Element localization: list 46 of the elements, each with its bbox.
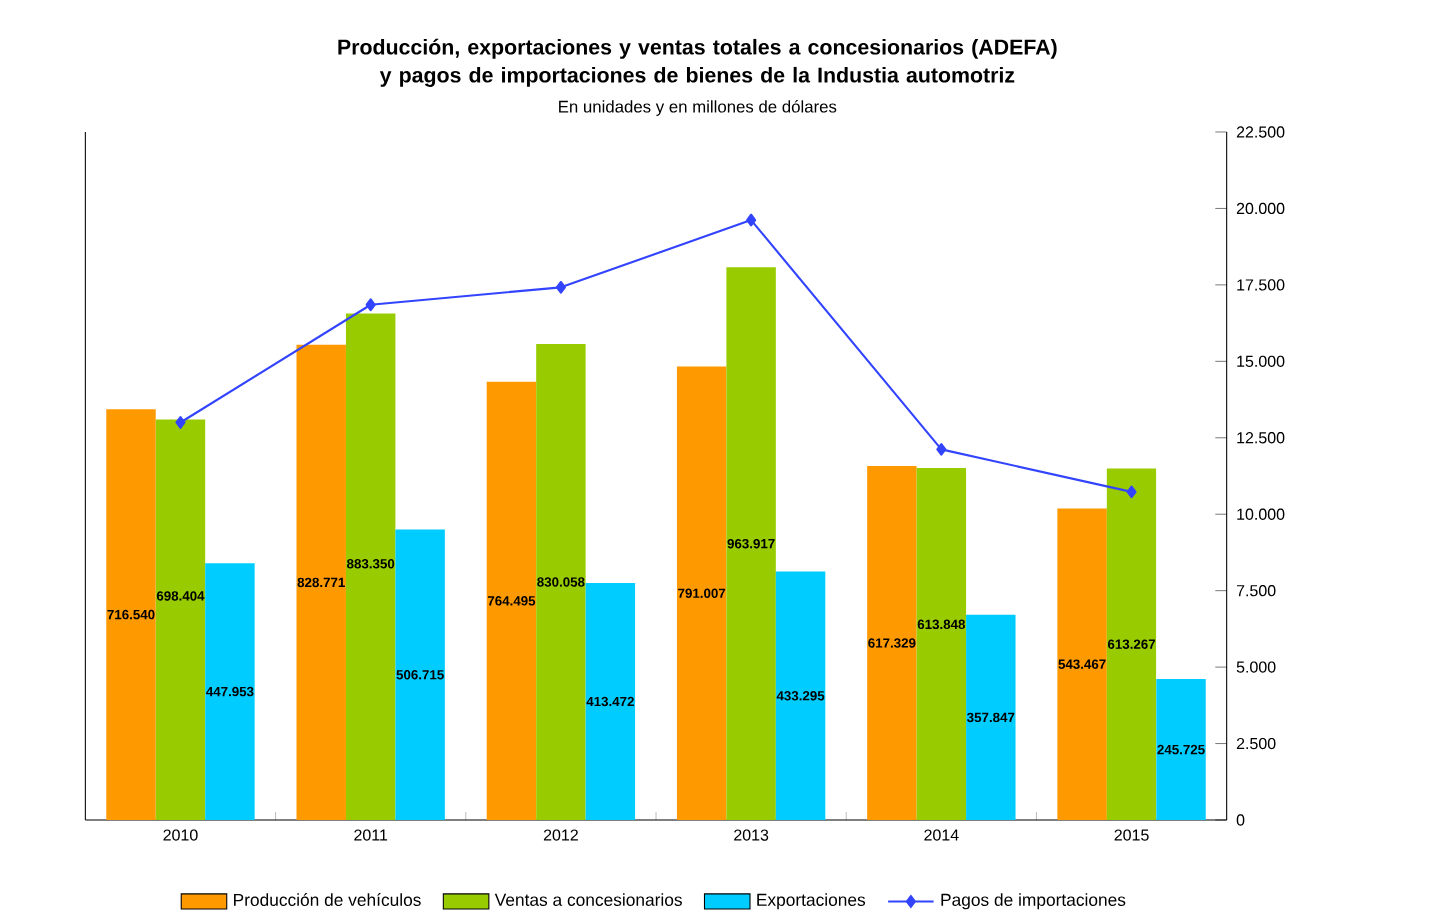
bar [867, 465, 917, 820]
bar [205, 562, 255, 820]
y2-tick-label: 15.000 [1237, 355, 1285, 367]
legend-label: Exportaciones [757, 892, 866, 910]
y2-tick-label: 2.500 [1236, 737, 1276, 749]
bar [585, 582, 636, 820]
y2-tick-label: 10.000 [1237, 508, 1285, 520]
x-tick-label: 2012 [543, 829, 578, 841]
legend-label: Pagos de importaciones [941, 892, 1126, 910]
point [555, 280, 566, 294]
point [365, 298, 376, 311]
bar [345, 313, 396, 820]
y2-tick-label: 5.000 [1236, 661, 1276, 673]
y2-tick-label: 17.500 [1237, 278, 1285, 291]
bar [395, 529, 445, 820]
y2-tick-label: 22.500 [1236, 126, 1285, 138]
point [936, 442, 947, 456]
bar [916, 467, 967, 820]
point [1126, 485, 1137, 499]
y2-tick-label: 20.000 [1236, 202, 1285, 214]
legend-label: Ventas a concesionarios [494, 892, 682, 906]
legend-label: Producción de vehículos [234, 892, 421, 906]
bar [536, 343, 586, 820]
x-tick-label: 2010 [163, 829, 198, 841]
point [175, 415, 186, 429]
bar [726, 267, 776, 820]
bar [966, 614, 1016, 820]
bar [155, 419, 206, 820]
point [746, 213, 757, 227]
bar [1057, 508, 1107, 820]
y2-tick-label: 12.500 [1237, 431, 1285, 444]
bar [1106, 468, 1157, 820]
x-tick-label: 2014 [924, 829, 959, 841]
bar [676, 366, 727, 820]
bar [1156, 678, 1206, 820]
y2-tick-label: 7.500 [1236, 584, 1276, 597]
bar [106, 408, 156, 820]
bar [296, 344, 346, 820]
x-tick-label: 2011 [354, 829, 388, 841]
x-tick-label: 2013 [734, 829, 769, 841]
chart-subtitle: En unidades y en millones de dólares [559, 99, 837, 116]
x-tick-label: 2015 [1114, 829, 1149, 841]
y2-tick-label: 0 [1236, 814, 1245, 826]
chart-title: Producción, exportaciones y ventas totales a concesionarios (ADEFA) y pagos de importaciones de bienes de la Industia automotriz [338, 38, 1057, 87]
bar [775, 571, 826, 820]
bar [486, 381, 537, 820]
